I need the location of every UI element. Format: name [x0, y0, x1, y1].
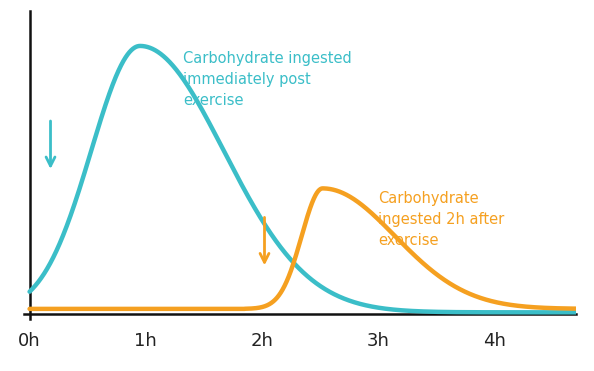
Text: Carbohydrate ingested
immediately post
exercise: Carbohydrate ingested immediately post e… — [183, 51, 352, 108]
Text: Carbohydrate
ingested 2h after
exercise: Carbohydrate ingested 2h after exercise — [378, 191, 505, 247]
